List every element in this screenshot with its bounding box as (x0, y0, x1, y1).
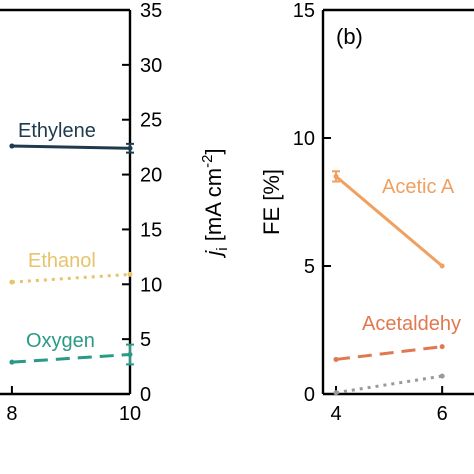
panel-a-y-tick-label: 30 (140, 55, 162, 77)
data-point-ethanol (9, 279, 15, 285)
series-line-oxygen (11, 353, 131, 364)
panel-a-y-tick-label: 25 (140, 110, 162, 132)
series-label-oxygen: Oxygen (26, 330, 95, 352)
panel-a-y-tick-label: 15 (140, 219, 162, 241)
data-point-ethanol (127, 271, 133, 277)
panel-a-y-ticks: 0 5 10 15 20 25 30 35 (122, 0, 162, 406)
series-line-ethanol (11, 272, 131, 284)
panel-b-x-tick-label: 4 (330, 403, 341, 425)
panel-b-y-tick-label: 15 (293, 0, 315, 22)
panel-b-y-axis-title: FE [%] (259, 169, 284, 235)
panel-a: 8 10 0 5 10 15 20 25 30 35 Ethylene Ethanol Oxyg… (0, 0, 231, 425)
panel-a-y-tick-label: 5 (140, 329, 151, 351)
series-line-unnamed (335, 374, 443, 395)
panel-a-y-tick-label: 10 (140, 274, 162, 296)
panel-b-y-tick-label: 10 (293, 128, 315, 150)
panel-b-y-tick-label: 0 (304, 384, 315, 406)
panel-b-y-ticks: 0 5 10 15 (293, 0, 331, 406)
series-line-acetic-a (335, 175, 444, 268)
series-label-ethylene: Ethylene (18, 120, 96, 142)
panel-b-x-tick-label: 6 (437, 403, 448, 425)
data-point-unnamed (439, 373, 445, 379)
panel-a-x-ticks: 8 10 (6, 386, 141, 425)
panel-a-x-tick-label: 10 (119, 403, 141, 425)
panel-a-series (9, 142, 134, 366)
panel-a-y-tick-label: 35 (140, 0, 162, 22)
data-point-acetaldehy (333, 356, 339, 362)
data-point-unnamed (333, 390, 339, 396)
series-label-acetic: Acetic A (382, 176, 455, 198)
series-line-ethylene (11, 144, 131, 150)
data-point-acetic-a (439, 263, 445, 269)
data-point-oxygen (9, 359, 15, 365)
panel-b-y-tick-label: 5 (304, 256, 315, 278)
panel-a-x-tick-label: 8 (6, 403, 17, 425)
data-point-ethylene (9, 143, 15, 149)
panel-b-series (332, 170, 445, 396)
series-label-acetaldehyde: Acetaldehy (362, 313, 461, 335)
series-label-ethanol: Ethanol (28, 250, 96, 272)
series-line-acetaldehy (335, 345, 443, 361)
panel-a-y-tick-label: 0 (140, 384, 151, 406)
panel-a-y-axis-title: ji [mA cm-2] (199, 148, 231, 258)
panel-a-y-tick-label: 20 (140, 165, 162, 187)
panel-b-panel-label: (b) (336, 24, 363, 49)
data-point-acetaldehy (439, 344, 445, 350)
